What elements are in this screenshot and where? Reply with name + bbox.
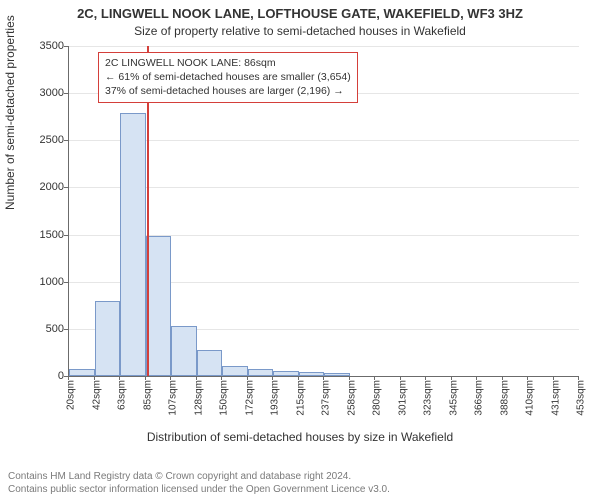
annotation-property: 2C LINGWELL NOOK LANE: 86sqm	[105, 56, 351, 70]
gridline	[69, 140, 579, 141]
x-tick-label: 172sqm	[244, 380, 255, 416]
histogram-bar	[248, 369, 274, 376]
property-annotation-box: 2C LINGWELL NOOK LANE: 86sqm ← 61% of se…	[98, 52, 358, 103]
x-tick-label: 150sqm	[219, 380, 230, 416]
x-tick-label: 107sqm	[168, 380, 179, 416]
gridline	[69, 46, 579, 47]
chart-container: 2C, LINGWELL NOOK LANE, LOFTHOUSE GATE, …	[0, 0, 600, 500]
y-tick-mark	[64, 93, 68, 94]
y-tick-label: 1500	[28, 229, 64, 241]
x-tick-label: 193sqm	[270, 380, 281, 416]
x-tick-label: 410sqm	[525, 380, 536, 416]
chart-title-description: Size of property relative to semi-detach…	[0, 24, 600, 38]
histogram-bar	[120, 113, 146, 376]
histogram-bar	[324, 373, 350, 376]
x-tick-label: 128sqm	[193, 380, 204, 416]
footer-line1: Contains HM Land Registry data © Crown c…	[8, 470, 390, 483]
histogram-bar	[146, 236, 172, 376]
annotation-smaller: ← 61% of semi-detached houses are smalle…	[105, 70, 351, 84]
histogram-bar	[197, 350, 223, 376]
x-tick-label: 431sqm	[550, 380, 561, 416]
x-tick-label: 366sqm	[474, 380, 485, 416]
y-tick-mark	[64, 140, 68, 141]
y-tick-label: 3500	[28, 40, 64, 52]
x-tick-label: 453sqm	[576, 380, 587, 416]
histogram-bar	[222, 366, 248, 376]
histogram-bar	[95, 301, 121, 376]
x-tick-label: 280sqm	[372, 380, 383, 416]
histogram-bar	[171, 326, 197, 376]
x-tick-label: 237sqm	[321, 380, 332, 416]
y-tick-label: 3000	[28, 87, 64, 99]
y-tick-mark	[64, 282, 68, 283]
x-tick-label: 301sqm	[397, 380, 408, 416]
y-tick-label: 500	[28, 323, 64, 335]
y-tick-label: 1000	[28, 276, 64, 288]
chart-title-address: 2C, LINGWELL NOOK LANE, LOFTHOUSE GATE, …	[0, 6, 600, 21]
x-tick-label: 258sqm	[346, 380, 357, 416]
annotation-larger: 37% of semi-detached houses are larger (…	[105, 84, 351, 98]
histogram-bar	[69, 369, 95, 376]
attribution-footer: Contains HM Land Registry data © Crown c…	[8, 470, 390, 496]
x-tick-label: 345sqm	[448, 380, 459, 416]
y-tick-mark	[64, 187, 68, 188]
x-tick-label: 63sqm	[117, 380, 128, 410]
y-tick-label: 0	[28, 370, 64, 382]
y-tick-mark	[64, 329, 68, 330]
y-tick-mark	[64, 46, 68, 47]
x-tick-label: 85sqm	[142, 380, 153, 410]
y-tick-mark	[64, 235, 68, 236]
histogram-bar	[273, 371, 299, 376]
histogram-bar	[299, 372, 325, 376]
x-tick-label: 215sqm	[295, 380, 306, 416]
x-axis-label: Distribution of semi-detached houses by …	[0, 430, 600, 444]
y-tick-label: 2000	[28, 181, 64, 193]
x-tick-label: 388sqm	[499, 380, 510, 416]
x-tick-label: 323sqm	[423, 380, 434, 416]
x-tick-label: 42sqm	[91, 380, 102, 410]
y-tick-label: 2500	[28, 134, 64, 146]
gridline	[69, 187, 579, 188]
y-axis-label: Number of semi-detached properties	[3, 15, 17, 210]
footer-line2: Contains public sector information licen…	[8, 483, 390, 496]
x-tick-label: 20sqm	[66, 380, 77, 410]
